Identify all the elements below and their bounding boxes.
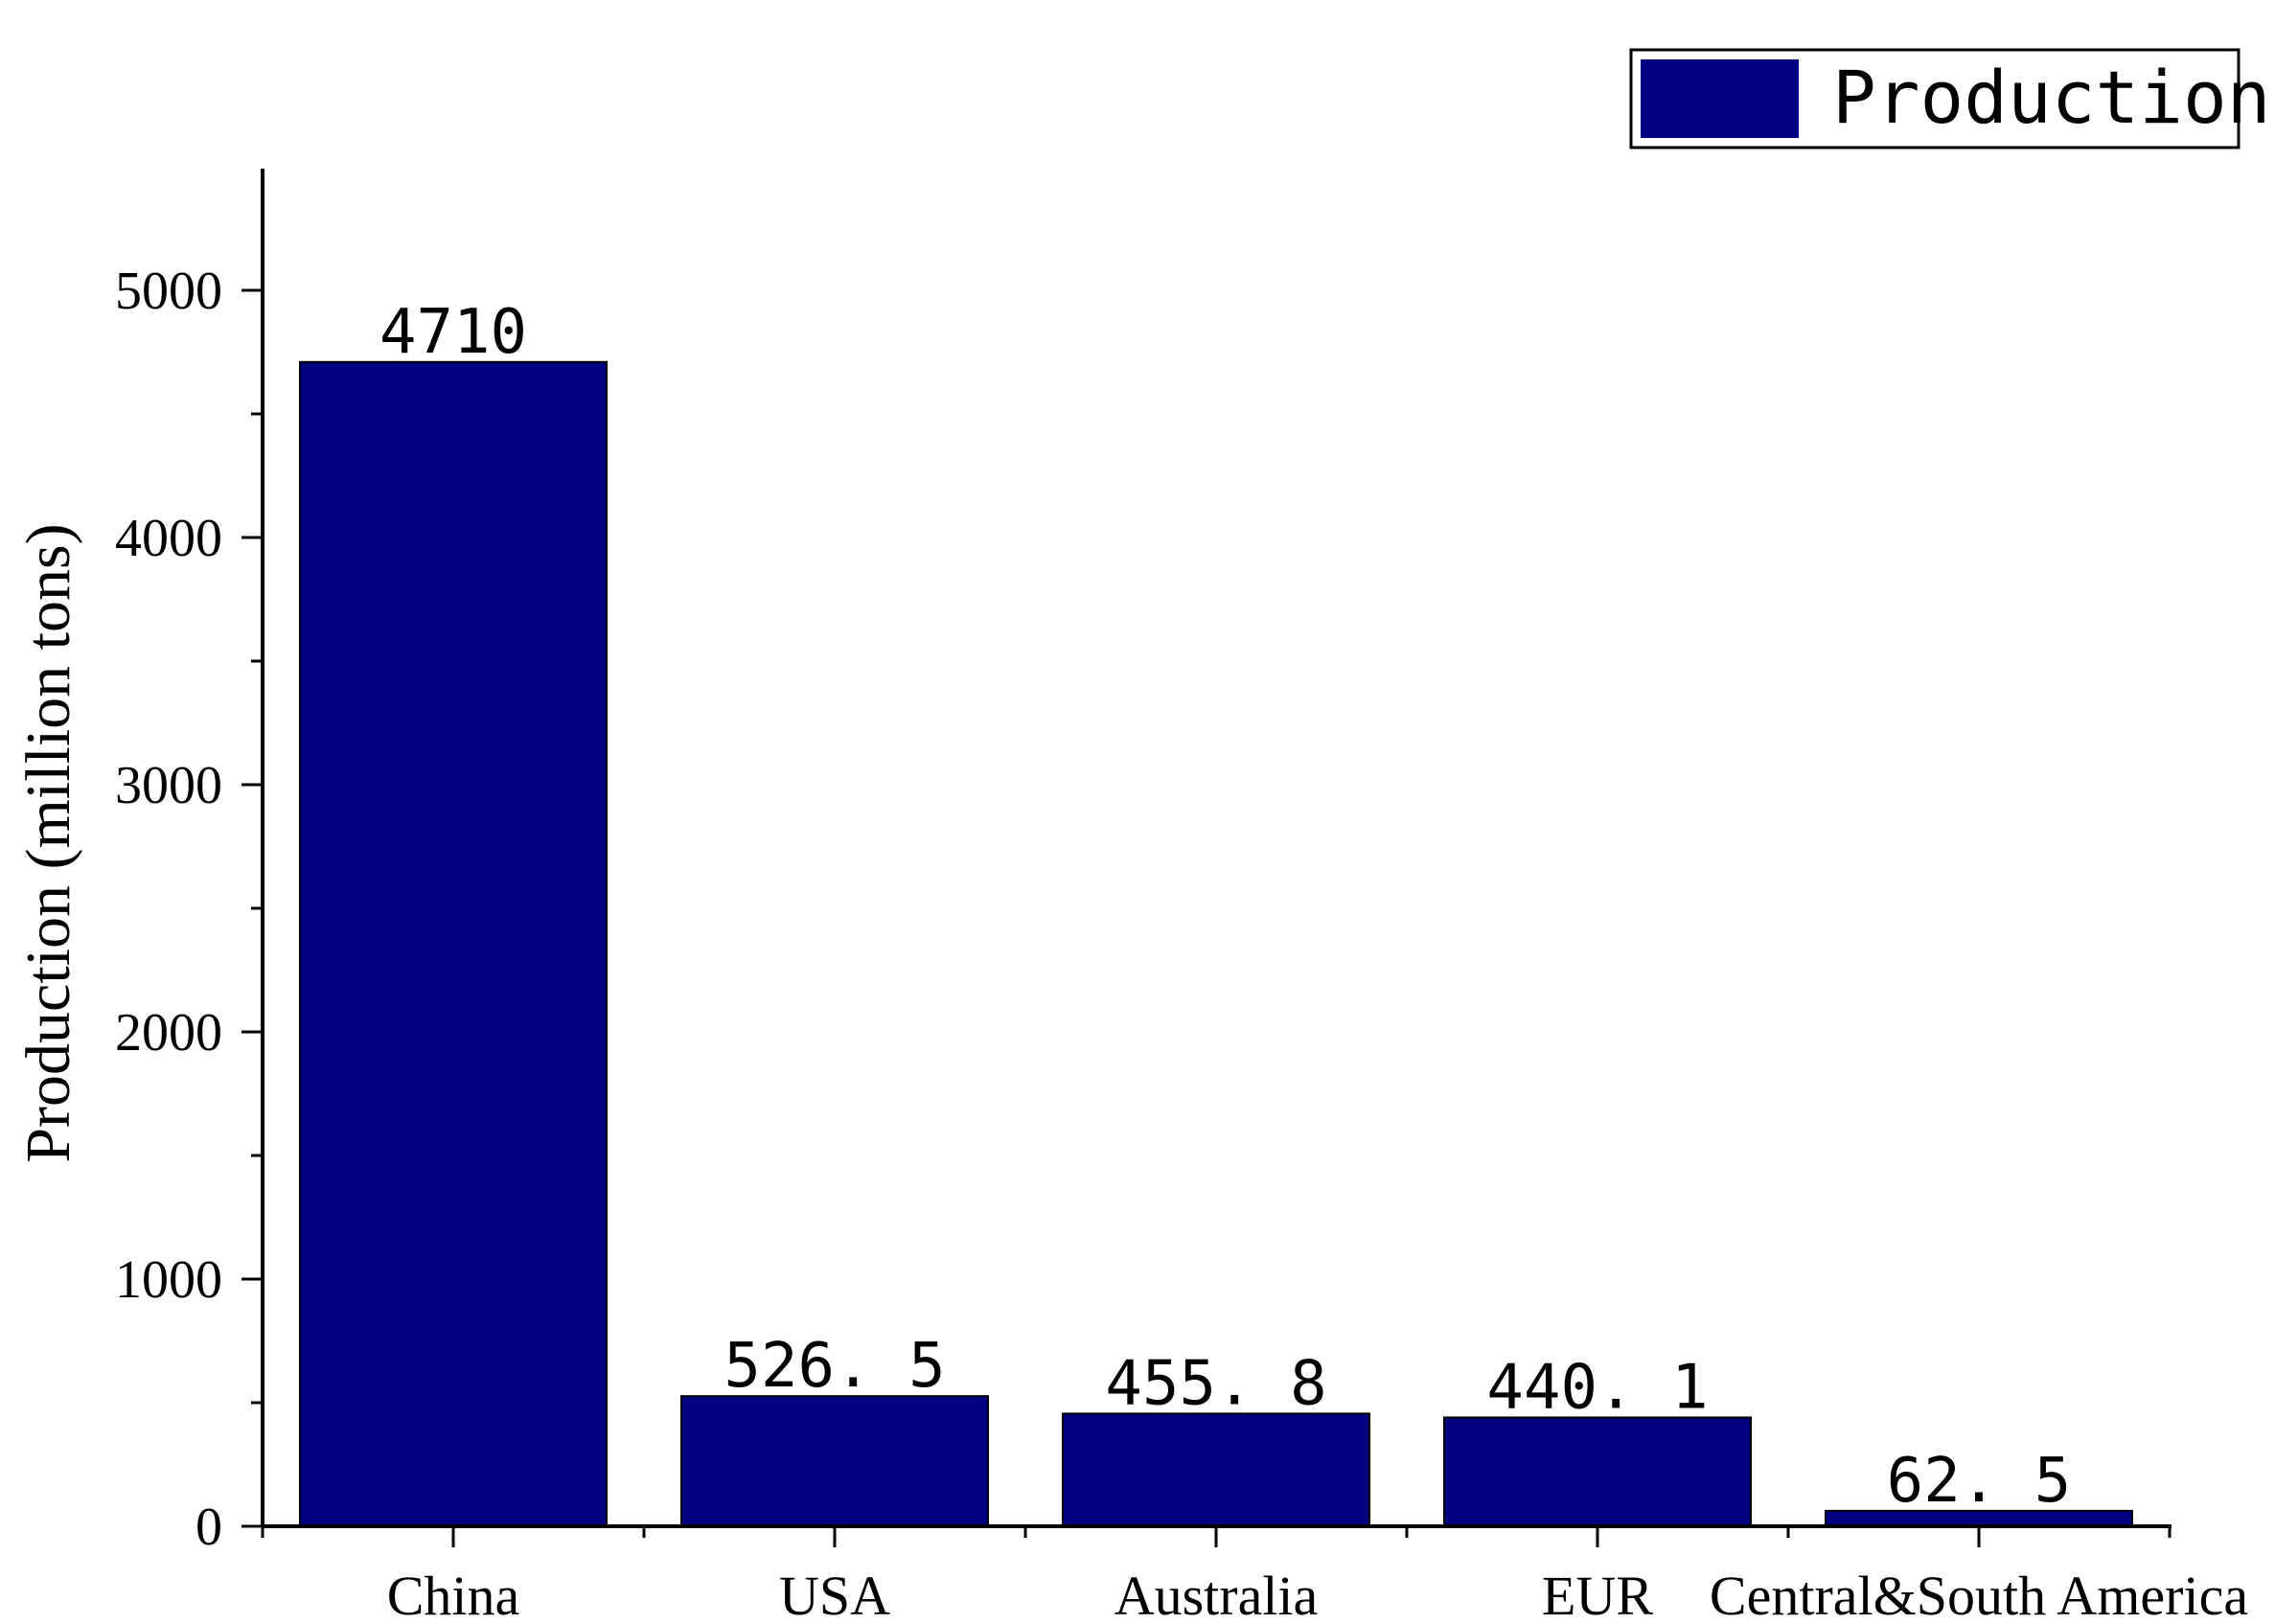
- x-tick-label-0: China: [387, 1565, 520, 1624]
- y-tick-label-2: 2000: [115, 1003, 222, 1063]
- bar-value-label-3: 440. 1: [1486, 1352, 1708, 1423]
- bar-value-label-1: 526. 5: [724, 1331, 945, 1402]
- y-axis-title: Production (million tons): [13, 523, 83, 1162]
- bar-value-labels: 4710 526. 5 455. 8 440. 1 62. 5: [379, 297, 2071, 1517]
- bar-2: [1062, 1412, 1370, 1527]
- x-tick-label-2: Australia: [1115, 1565, 1319, 1624]
- bar-value-label-0: 4710: [379, 297, 527, 368]
- y-tick-label-1: 1000: [115, 1250, 222, 1310]
- bar-value-label-2: 455. 8: [1105, 1348, 1326, 1419]
- bar-3: [1443, 1416, 1752, 1528]
- y-tick-label-3: 3000: [115, 756, 222, 815]
- legend-label: Production: [1832, 55, 2271, 140]
- legend-swatch: [1641, 59, 1799, 138]
- bars-layer: [299, 360, 2133, 1528]
- bar-value-label-4: 62. 5: [1887, 1446, 2072, 1517]
- y-tick-label-5: 5000: [115, 262, 222, 321]
- legend: Production: [1629, 48, 2271, 149]
- x-tick-label-1: USA: [779, 1565, 890, 1624]
- x-tick-label-4: Central&South America: [1710, 1565, 2248, 1624]
- y-tick-label-0: 0: [195, 1498, 222, 1557]
- axes: China USA Australia EUR Central&South Americ…: [115, 169, 2248, 1624]
- bar-1: [680, 1395, 989, 1527]
- bar-0: [299, 360, 608, 1528]
- y-tick-label-4: 4000: [115, 509, 222, 568]
- x-tick-label-3: EUR: [1542, 1565, 1653, 1624]
